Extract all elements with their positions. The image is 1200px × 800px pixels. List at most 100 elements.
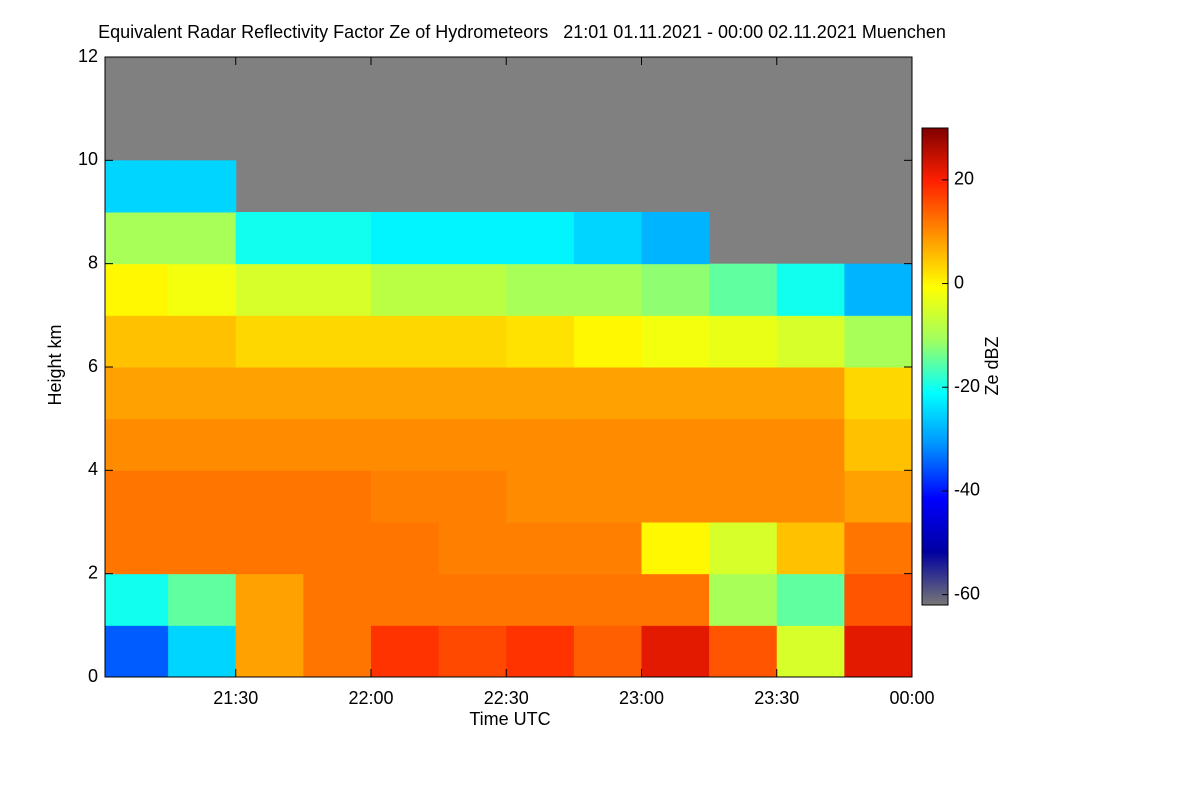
heatmap-cell	[844, 470, 913, 523]
x-tick-label: 22:30	[484, 688, 529, 708]
heatmap-cell	[370, 522, 440, 575]
x-axis-label: Time UTC	[469, 709, 550, 729]
heatmap-cell	[168, 263, 237, 316]
colorbar-label: Ze dBZ	[982, 336, 1002, 395]
heatmap-cell	[506, 573, 575, 626]
heatmap-cell	[844, 418, 913, 471]
heatmap-cell	[105, 160, 169, 213]
heatmap-cell	[235, 367, 304, 420]
heatmap-cell	[573, 418, 642, 471]
heatmap-cell	[235, 418, 304, 471]
heatmap-cell	[105, 212, 169, 265]
y-tick-label: 12	[78, 46, 98, 66]
heatmap-cell	[709, 522, 778, 575]
heatmap-cell	[709, 625, 778, 678]
heatmap-cell	[168, 573, 237, 626]
heatmap-cell	[370, 367, 440, 420]
heatmap-cell	[709, 470, 778, 523]
heatmap-cell	[370, 573, 440, 626]
heatmap-cell	[303, 625, 372, 678]
heatmap-cell	[438, 212, 507, 265]
heatmap-cell	[370, 212, 440, 265]
heatmap-cell	[641, 315, 710, 368]
heatmap-cell	[641, 263, 710, 316]
heatmap-cell	[573, 625, 642, 678]
heatmap-cell	[438, 625, 507, 678]
heatmap-cell	[709, 315, 778, 368]
y-tick-label: 0	[88, 666, 98, 686]
heatmap-cell	[438, 315, 507, 368]
heatmap-cell	[573, 212, 642, 265]
x-tick-label: 21:30	[213, 688, 258, 708]
heatmap-cell	[573, 367, 642, 420]
heatmap-cell	[776, 522, 845, 575]
x-tick-label: 23:30	[754, 688, 799, 708]
heatmap-cell	[105, 470, 169, 523]
x-tick-label: 22:00	[348, 688, 393, 708]
colorbar-tick-label: -20	[954, 376, 980, 396]
heatmap-cell	[573, 573, 642, 626]
x-tick-label: 23:00	[619, 688, 664, 708]
heatmap-cell	[438, 367, 507, 420]
heatmap-cell	[168, 625, 237, 678]
heatmap-cell	[438, 522, 507, 575]
heatmap-cell	[776, 573, 845, 626]
heatmap-cell	[105, 522, 169, 575]
heatmap-cell	[303, 367, 372, 420]
heatmap-cell	[168, 470, 237, 523]
heatmap-cell	[105, 418, 169, 471]
y-tick-label: 6	[88, 356, 98, 376]
heatmap-cell	[438, 418, 507, 471]
heatmap-cell	[235, 470, 304, 523]
heatmap-cell	[370, 315, 440, 368]
heatmap-cell	[573, 263, 642, 316]
heatmap-cell	[844, 367, 913, 420]
heatmap-cell	[168, 212, 237, 265]
heatmap-cell	[776, 263, 845, 316]
heatmap-cell	[105, 263, 169, 316]
heatmap-cell	[506, 263, 575, 316]
heatmap-cell	[506, 212, 575, 265]
y-tick-label: 8	[88, 252, 98, 272]
heatmap-cell	[303, 263, 372, 316]
heatmap-cell	[844, 522, 913, 575]
heatmap-cell	[506, 470, 575, 523]
heatmap-cell	[303, 470, 372, 523]
heatmap-cell	[370, 418, 440, 471]
heatmap-cell	[776, 470, 845, 523]
heatmap-cell	[506, 522, 575, 575]
x-tick-label: 00:00	[889, 688, 934, 708]
heatmap-cell	[303, 522, 372, 575]
heatmap-cell	[303, 573, 372, 626]
heatmap-cell	[105, 315, 169, 368]
heatmap-cell	[844, 625, 913, 678]
heatmap-cell	[709, 418, 778, 471]
heatmap-cell	[370, 470, 440, 523]
heatmap-cell	[235, 573, 304, 626]
heatmap-cell	[641, 418, 710, 471]
heatmap-cell	[844, 263, 913, 316]
heatmap-cell	[506, 367, 575, 420]
colorbar-tick-label: -40	[954, 480, 980, 500]
colorbar-tick-label: 20	[954, 169, 974, 189]
y-tick-label: 2	[88, 562, 98, 582]
heatmap-cell	[105, 367, 169, 420]
heatmap-cell	[776, 418, 845, 471]
heatmap-cell	[844, 315, 913, 368]
heatmap-cell	[168, 418, 237, 471]
heatmap-cell	[506, 418, 575, 471]
heatmap-cell	[709, 367, 778, 420]
heatmap-cell	[235, 315, 304, 368]
heatmap-cell	[235, 263, 304, 316]
heatmap-cell	[303, 418, 372, 471]
heatmap-cell	[506, 315, 575, 368]
heatmap-cell	[303, 212, 372, 265]
heatmap-cell	[709, 263, 778, 316]
heatmap-cell	[235, 522, 304, 575]
heatmap-cell	[370, 263, 440, 316]
heatmap-cell	[641, 522, 710, 575]
heatmap-cell	[641, 470, 710, 523]
heatmap-cell	[370, 625, 440, 678]
heatmap-cell	[641, 367, 710, 420]
heatmap-cell	[506, 625, 575, 678]
